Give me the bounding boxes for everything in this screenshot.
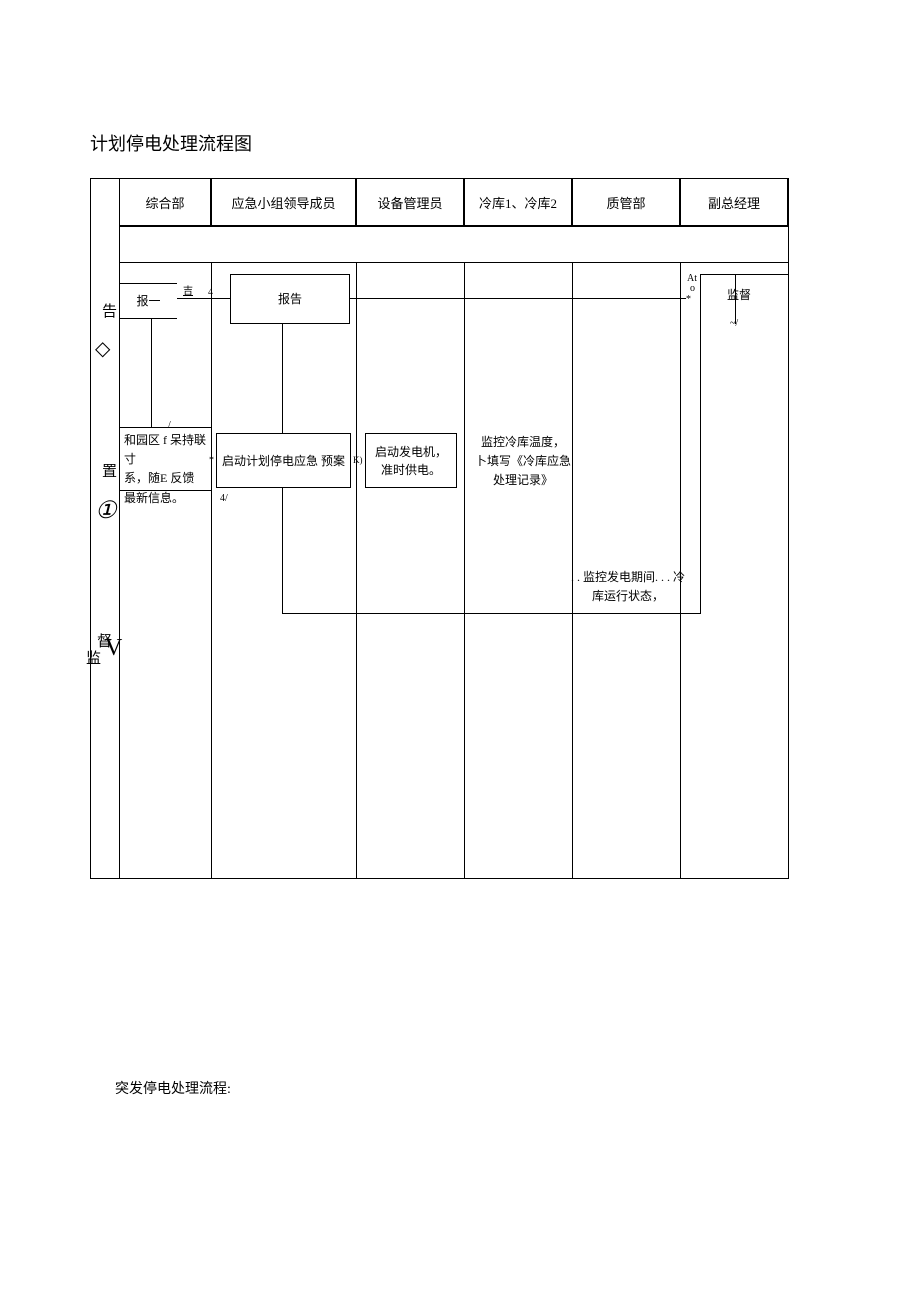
connector-conn_v_left [151, 319, 152, 427]
connector-lane_v4 [464, 178, 465, 226]
lane-header-5: 质管部 [572, 178, 680, 226]
circled-one-icon: ① [95, 496, 117, 525]
connector-row_sep1 [119, 427, 211, 428]
text-monitor-temp: 监控冷库温度， 卜填写《冷库应急 处理记录》 [473, 433, 573, 491]
page-title: 计划停电处理流程图 [90, 130, 830, 156]
lane-label: 设备管理员 [377, 193, 442, 212]
fragment-4slash: 4/ [220, 493, 228, 504]
box-text: 监督 [727, 288, 751, 302]
connector-conn_v_sup [700, 274, 701, 614]
box-text: 启动计划停电应急 预案 [222, 452, 345, 470]
lane-label: 副总经理 [708, 193, 760, 212]
box-text: 启动发电机， 准时供电。 [370, 443, 452, 479]
connector-lane_v2 [211, 178, 212, 226]
connector-spacer_bottom [119, 262, 788, 263]
flowchart-diagram: 综合部 应急小组领导成员 设备管理员 冷库1、冷库2 质管部 副总经理 告 ◇ … [90, 178, 820, 878]
lane-header-4: 冷库1、冷库2 [464, 178, 572, 226]
connector-lane_v3 [356, 178, 357, 226]
row-label-supervise-b: 监 [82, 650, 103, 665]
diamond-icon: ◇ [95, 336, 110, 361]
box-plan-start: 启动计划停电应急 预案 [216, 433, 351, 488]
connector-box_sup_side [735, 274, 736, 324]
frame-left [90, 178, 91, 878]
fragment-star: * [686, 294, 691, 305]
box-text: 报告 [278, 290, 302, 308]
frame-bottom [90, 878, 789, 879]
connector-conn_h1b [350, 298, 686, 299]
connector-row_sep2 [119, 490, 211, 491]
lane-label: 应急小组领导成员 [231, 193, 335, 212]
connector-lane_v6b [680, 262, 681, 878]
lane-label: 质管部 [606, 193, 645, 212]
box-generator: 启动发电机， 准时供电。 [365, 433, 457, 488]
connector-lane_v4b [464, 262, 465, 878]
fragment-ji: 吉 [183, 282, 193, 297]
lane-header-2: 应急小组领导成员 [211, 178, 356, 226]
text-monitor-run: . . 监控发电期间. . . 冷 库运行状态， [568, 568, 688, 606]
connector-conn_v_center [282, 324, 283, 433]
box-text: 报一 [136, 292, 160, 310]
lane-label: 冷库1、冷库2 [479, 193, 557, 212]
connector-conn_h_bot [282, 613, 700, 614]
lane-header-6: 副总经理 [680, 178, 788, 226]
connector-lane_v6 [680, 178, 681, 226]
fragment-ki: K) [353, 455, 363, 465]
text-contact: 和园区 f 呆持联 寸 系，随E 反馈 最新信息。 [124, 431, 212, 508]
connector-lane_v5 [572, 178, 573, 226]
connector-lane_v3b [356, 262, 357, 878]
box-report-left: 报一 [119, 283, 177, 319]
box-supervise: 监督 [704, 286, 774, 305]
connector-conn_h1 [177, 298, 230, 299]
connector-conn_v_center2 [282, 488, 283, 613]
footer-text: 突发停电处理流程: [115, 1078, 830, 1098]
box-report: 报告 [230, 274, 350, 324]
connector-box_sup_top [700, 274, 788, 275]
lane-header-3: 设备管理员 [356, 178, 464, 226]
connector-lane_v5b [572, 262, 573, 878]
fragment-o: o [690, 283, 695, 294]
connector-lane_v1 [119, 178, 120, 878]
row-label-dispose: 置 [98, 463, 119, 478]
row-label-report: 告 [98, 303, 119, 318]
lane-header-1: 综合部 [119, 178, 211, 226]
connector-header_bottom [119, 226, 788, 227]
lane-label: 综合部 [145, 193, 184, 212]
fragment-slash1: / [168, 420, 171, 431]
frame-right [788, 178, 789, 878]
connector-lane_v2b [211, 262, 212, 878]
